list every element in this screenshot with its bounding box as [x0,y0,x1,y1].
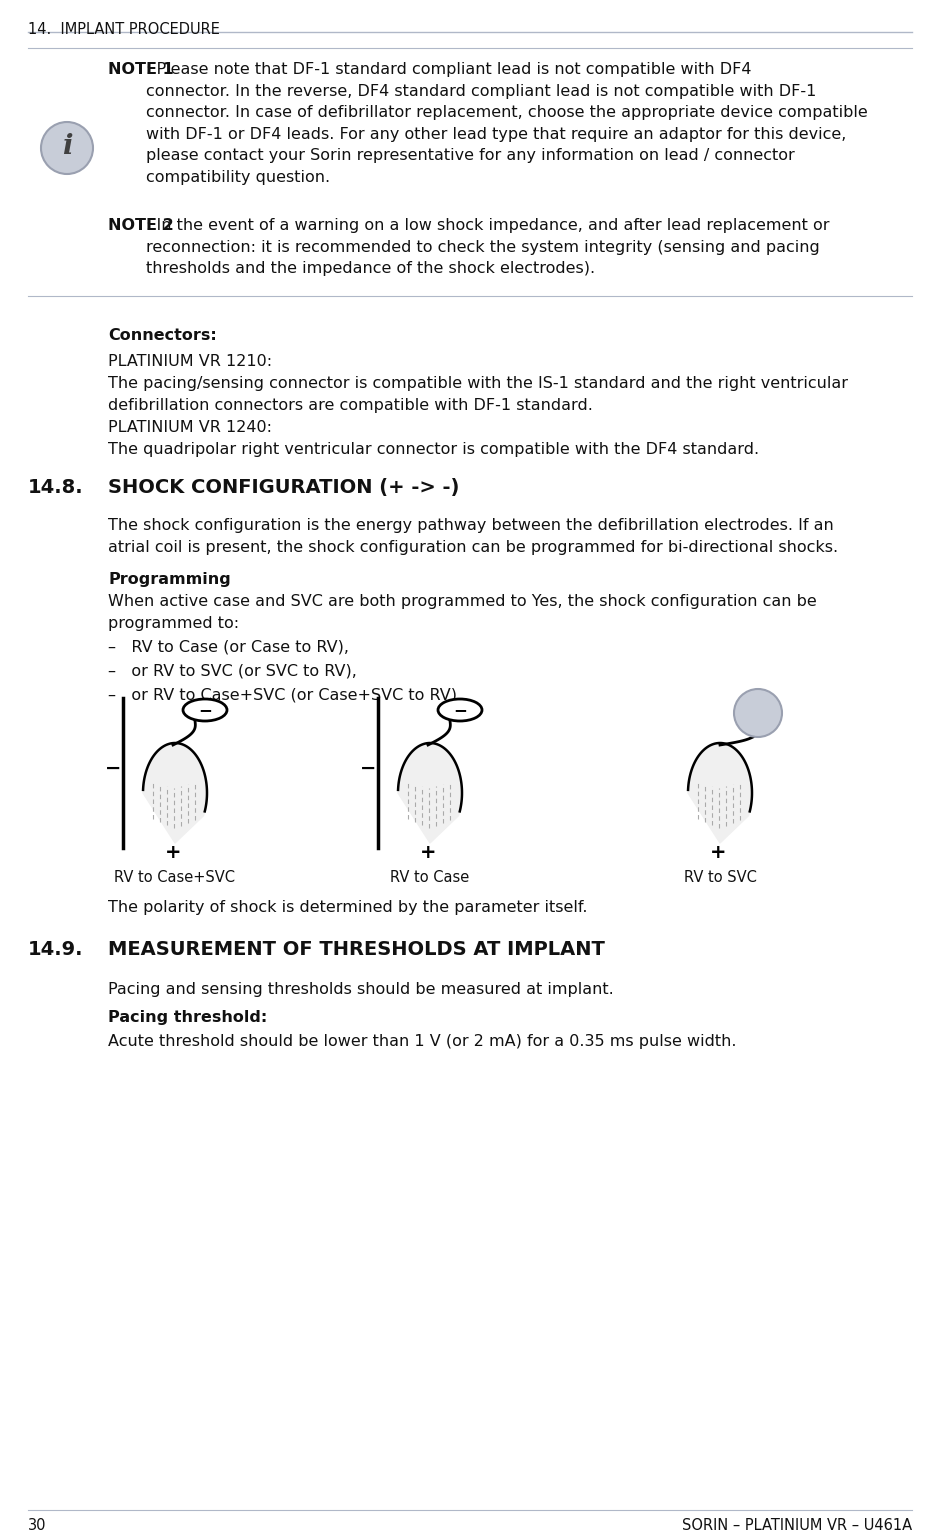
Text: : Please note that DF-1 standard compliant lead is not compatible with DF4
conne: : Please note that DF-1 standard complia… [146,61,868,185]
Text: When active case and SVC are both programmed to Yes, the shock configuration can: When active case and SVC are both progra… [108,593,817,630]
Text: RV to Case: RV to Case [390,871,470,885]
Text: SORIN – PLATINIUM VR – U461A: SORIN – PLATINIUM VR – U461A [682,1518,912,1533]
Text: Pacing threshold:: Pacing threshold: [108,1010,267,1026]
Ellipse shape [438,699,482,721]
Text: The polarity of shock is determined by the parameter itself.: The polarity of shock is determined by t… [108,900,588,915]
Text: SHOCK CONFIGURATION (+ -> -): SHOCK CONFIGURATION (+ -> -) [108,478,460,497]
Text: −: − [453,701,467,719]
Text: −: − [360,759,376,777]
Text: MEASUREMENT OF THRESHOLDS AT IMPLANT: MEASUREMENT OF THRESHOLDS AT IMPLANT [108,940,604,960]
Text: PLATINIUM VR 1240:: PLATINIUM VR 1240: [108,420,272,435]
Text: The shock configuration is the energy pathway between the defibrillation electro: The shock configuration is the energy pa… [108,518,838,555]
Text: 14.8.: 14.8. [28,478,84,497]
Text: +: + [710,843,727,863]
Text: The quadripolar right ventricular connector is compatible with the DF4 standard.: The quadripolar right ventricular connec… [108,442,760,457]
Text: RV to SVC: RV to SVC [683,871,757,885]
Polygon shape [688,744,752,843]
Text: Acute threshold should be lower than 1 V (or 2 mA) for a 0.35 ms pulse width.: Acute threshold should be lower than 1 V… [108,1033,737,1049]
Circle shape [734,688,782,737]
Text: : In the event of a warning on a low shock impedance, and after lead replacement: : In the event of a warning on a low sho… [146,218,829,276]
Text: 30: 30 [28,1518,46,1533]
Text: 14.9.: 14.9. [28,940,84,960]
Circle shape [41,123,93,175]
Text: Connectors:: Connectors: [108,328,217,343]
Text: NOTE 2: NOTE 2 [108,218,174,233]
Polygon shape [143,744,207,843]
Text: –   or RV to SVC (or SVC to RV),: – or RV to SVC (or SVC to RV), [108,664,357,679]
Polygon shape [398,744,462,843]
Text: :: : [186,572,192,587]
Text: NOTE 1: NOTE 1 [108,61,174,77]
Text: i: i [62,132,72,159]
Text: PLATINIUM VR 1210:: PLATINIUM VR 1210: [108,354,272,369]
Text: +: + [164,843,181,863]
Text: Pacing and sensing thresholds should be measured at implant.: Pacing and sensing thresholds should be … [108,983,614,996]
Ellipse shape [183,699,227,721]
Text: +: + [420,843,436,863]
Text: –   or RV to Case+SVC (or Case+SVC to RV).: – or RV to Case+SVC (or Case+SVC to RV). [108,688,462,704]
Text: –   RV to Case (or Case to RV),: – RV to Case (or Case to RV), [108,639,349,655]
Text: 14.  IMPLANT PROCEDURE: 14. IMPLANT PROCEDURE [28,21,220,37]
Text: Programming: Programming [108,572,230,587]
Text: The pacing/sensing connector is compatible with the IS-1 standard and the right : The pacing/sensing connector is compatib… [108,376,848,412]
Text: −: − [198,701,212,719]
Text: RV to Case+SVC: RV to Case+SVC [115,871,236,885]
Text: −: − [105,759,121,777]
